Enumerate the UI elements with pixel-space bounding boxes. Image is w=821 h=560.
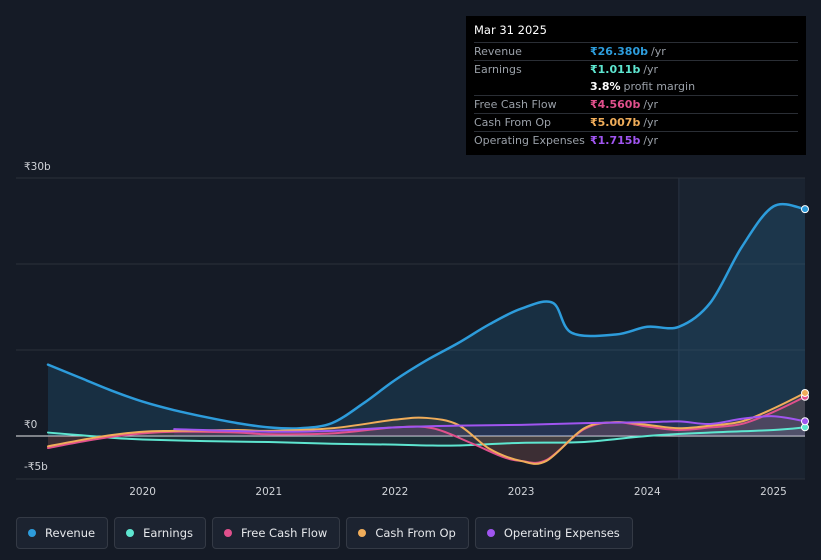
legend-label: Free Cash Flow xyxy=(241,526,328,540)
tooltip-row-opex: Operating Expenses ₹1.715b /yr xyxy=(474,131,798,149)
series-line-free-cash-flow xyxy=(47,395,806,464)
endpoint-operating-expenses xyxy=(801,417,809,426)
y-tick-label: -₹5b xyxy=(24,461,48,473)
legend-label: Revenue xyxy=(45,526,96,540)
area-free-cash-flow xyxy=(48,396,805,463)
legend-dot-icon xyxy=(126,529,135,537)
legend-item-cash-from-op[interactable]: Cash From Op xyxy=(346,517,469,549)
legend-item-free-cash-flow[interactable]: Free Cash Flow xyxy=(212,517,341,549)
x-tick-label: 2022 xyxy=(382,486,409,498)
legend-item-revenue[interactable]: Revenue xyxy=(16,517,109,549)
area-cash-from-op xyxy=(48,392,805,464)
tooltip-unit: /yr xyxy=(643,134,659,147)
legend-label: Cash From Op xyxy=(375,526,456,540)
tooltip-value: ₹5.007b xyxy=(590,116,641,129)
legend-label: Operating Expenses xyxy=(503,526,620,540)
endpoint-revenue xyxy=(801,205,809,214)
y-axis-ticks: ₹30b ₹0 -₹5b xyxy=(24,161,51,473)
y-tick-label: ₹0 xyxy=(24,419,37,431)
tooltip-unit: /yr xyxy=(643,98,659,111)
tooltip-value: ₹1.011b xyxy=(590,63,641,76)
tooltip-row-margin: 3.8% profit margin xyxy=(474,78,798,95)
tooltip-date: Mar 31 2025 xyxy=(474,23,547,37)
series-line-revenue xyxy=(46,202,807,430)
legend-label: Earnings xyxy=(143,526,193,540)
x-tick-label: 2025 xyxy=(760,486,787,498)
chart-lines xyxy=(46,202,807,465)
legend-dot-icon xyxy=(28,529,36,537)
x-tick-label: 2023 xyxy=(508,486,535,498)
tooltip-label: Revenue xyxy=(474,45,522,58)
line-chart: ₹30b ₹0 -₹5b 2020 2021 2022 2023 2024 2025 xyxy=(16,161,809,498)
chart-grid xyxy=(16,177,805,480)
tooltip-label: Earnings xyxy=(474,63,522,76)
legend-dot-icon xyxy=(486,529,495,537)
series-line-cash-from-op xyxy=(47,391,806,465)
legend-item-earnings[interactable]: Earnings xyxy=(114,517,206,549)
tooltip-unit: /yr xyxy=(643,116,659,129)
chart-endpoints xyxy=(801,205,809,432)
y-tick-label: ₹30b xyxy=(24,161,51,173)
tooltip-unit: /yr xyxy=(643,63,659,76)
x-axis-ticks: 2020 2021 2022 2023 2024 2025 xyxy=(129,486,787,498)
series-line-earnings xyxy=(47,426,806,447)
endpoint-cash-from-op xyxy=(801,388,809,397)
tooltip-value: ₹26.380b xyxy=(590,45,648,58)
x-tick-label: 2024 xyxy=(634,486,661,498)
legend-dot-icon xyxy=(224,529,232,537)
legend-dot-icon xyxy=(358,529,367,537)
tooltip-value: 3.8% xyxy=(590,80,621,93)
tooltip-row-earnings: Earnings ₹1.011b /yr xyxy=(474,60,798,78)
x-tick-label: 2021 xyxy=(255,486,282,498)
chart-legend: Revenue Earnings Free Cash Flow Cash Fro… xyxy=(16,517,633,549)
tooltip-label: Free Cash Flow xyxy=(474,98,557,111)
tooltip-row-fcf: Free Cash Flow ₹4.560b /yr xyxy=(474,95,798,113)
tooltip-label: Operating Expenses xyxy=(474,134,585,147)
tooltip-label: Cash From Op xyxy=(474,116,552,129)
tooltip-row-cfo: Cash From Op ₹5.007b /yr xyxy=(474,113,798,131)
tooltip-unit: /yr xyxy=(650,45,666,58)
series-line-operating-expenses xyxy=(173,415,806,433)
tooltip-value: ₹1.715b xyxy=(590,134,641,147)
area-revenue xyxy=(48,204,805,436)
tooltip-row-revenue: Revenue ₹26.380b /yr xyxy=(474,42,798,60)
tooltip-unit: profit margin xyxy=(623,80,696,93)
tooltip-value: ₹4.560b xyxy=(590,98,641,111)
legend-item-operating-expenses[interactable]: Operating Expenses xyxy=(474,517,633,549)
x-tick-label: 2020 xyxy=(129,486,156,498)
data-tooltip: Mar 31 2025 Revenue ₹26.380b /yr Earning… xyxy=(466,16,806,155)
